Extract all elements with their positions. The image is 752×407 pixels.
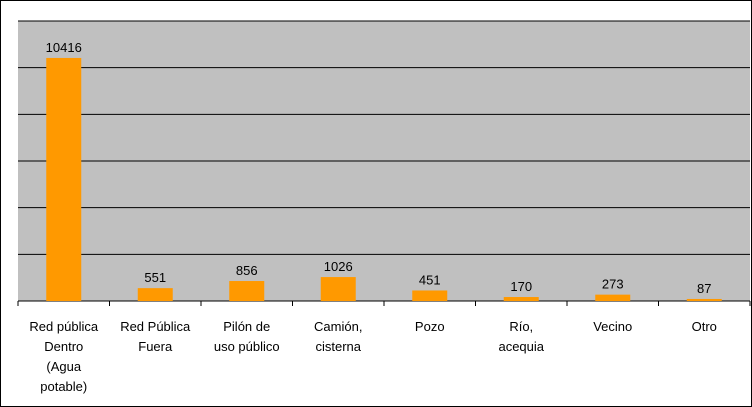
category-label-line: uso público (214, 339, 280, 354)
category-label-line: potable) (40, 379, 87, 394)
category-label-line: acequia (498, 339, 544, 354)
category-label: Pilón de uso público (214, 319, 280, 354)
bar (595, 294, 631, 301)
category-label-line: Vecino (593, 319, 632, 334)
data-label: 10416 (46, 40, 82, 55)
category-label-line: Red Pública (120, 319, 191, 334)
category-label-line: Otro (692, 319, 717, 334)
data-label: 170 (510, 279, 532, 294)
category-label-line: Red pública (29, 319, 98, 334)
category-label: Red pública Dentro (Agua potable) (29, 319, 98, 394)
bars (46, 57, 722, 302)
category-label-line: cisterna (315, 339, 361, 354)
data-label: 551 (144, 270, 166, 285)
category-label: Pozo (415, 319, 445, 334)
category-label: Camión, cisterna (314, 319, 362, 354)
data-label: 273 (602, 277, 624, 292)
category-labels: Red pública Dentro (Agua potable) Red Públic… (29, 319, 716, 394)
data-label: 856 (236, 263, 258, 278)
bar (503, 297, 539, 301)
category-label-line: Río, (509, 319, 533, 334)
data-labels: 10416 551 856 1026 451 170 273 87 (46, 40, 712, 296)
category-label: Río, acequia (498, 319, 544, 354)
data-label: 451 (419, 272, 441, 287)
data-label: 1026 (324, 259, 353, 274)
bar (46, 57, 82, 302)
category-label-line: Pozo (415, 319, 445, 334)
bar (320, 277, 356, 301)
data-label: 87 (697, 281, 711, 296)
category-label-line: Camión, (314, 319, 362, 334)
category-label-line: Fuera (138, 339, 173, 354)
category-label: Otro (692, 319, 717, 334)
category-label-line: (Agua (46, 359, 81, 374)
bar (229, 281, 265, 301)
category-label-line: Dentro (44, 339, 83, 354)
category-label: Red Pública Fuera (120, 319, 191, 354)
bar (412, 290, 448, 301)
category-label: Vecino (593, 319, 632, 334)
bar (686, 298, 722, 301)
bar (137, 288, 173, 301)
category-label-line: Pilón de (223, 319, 270, 334)
